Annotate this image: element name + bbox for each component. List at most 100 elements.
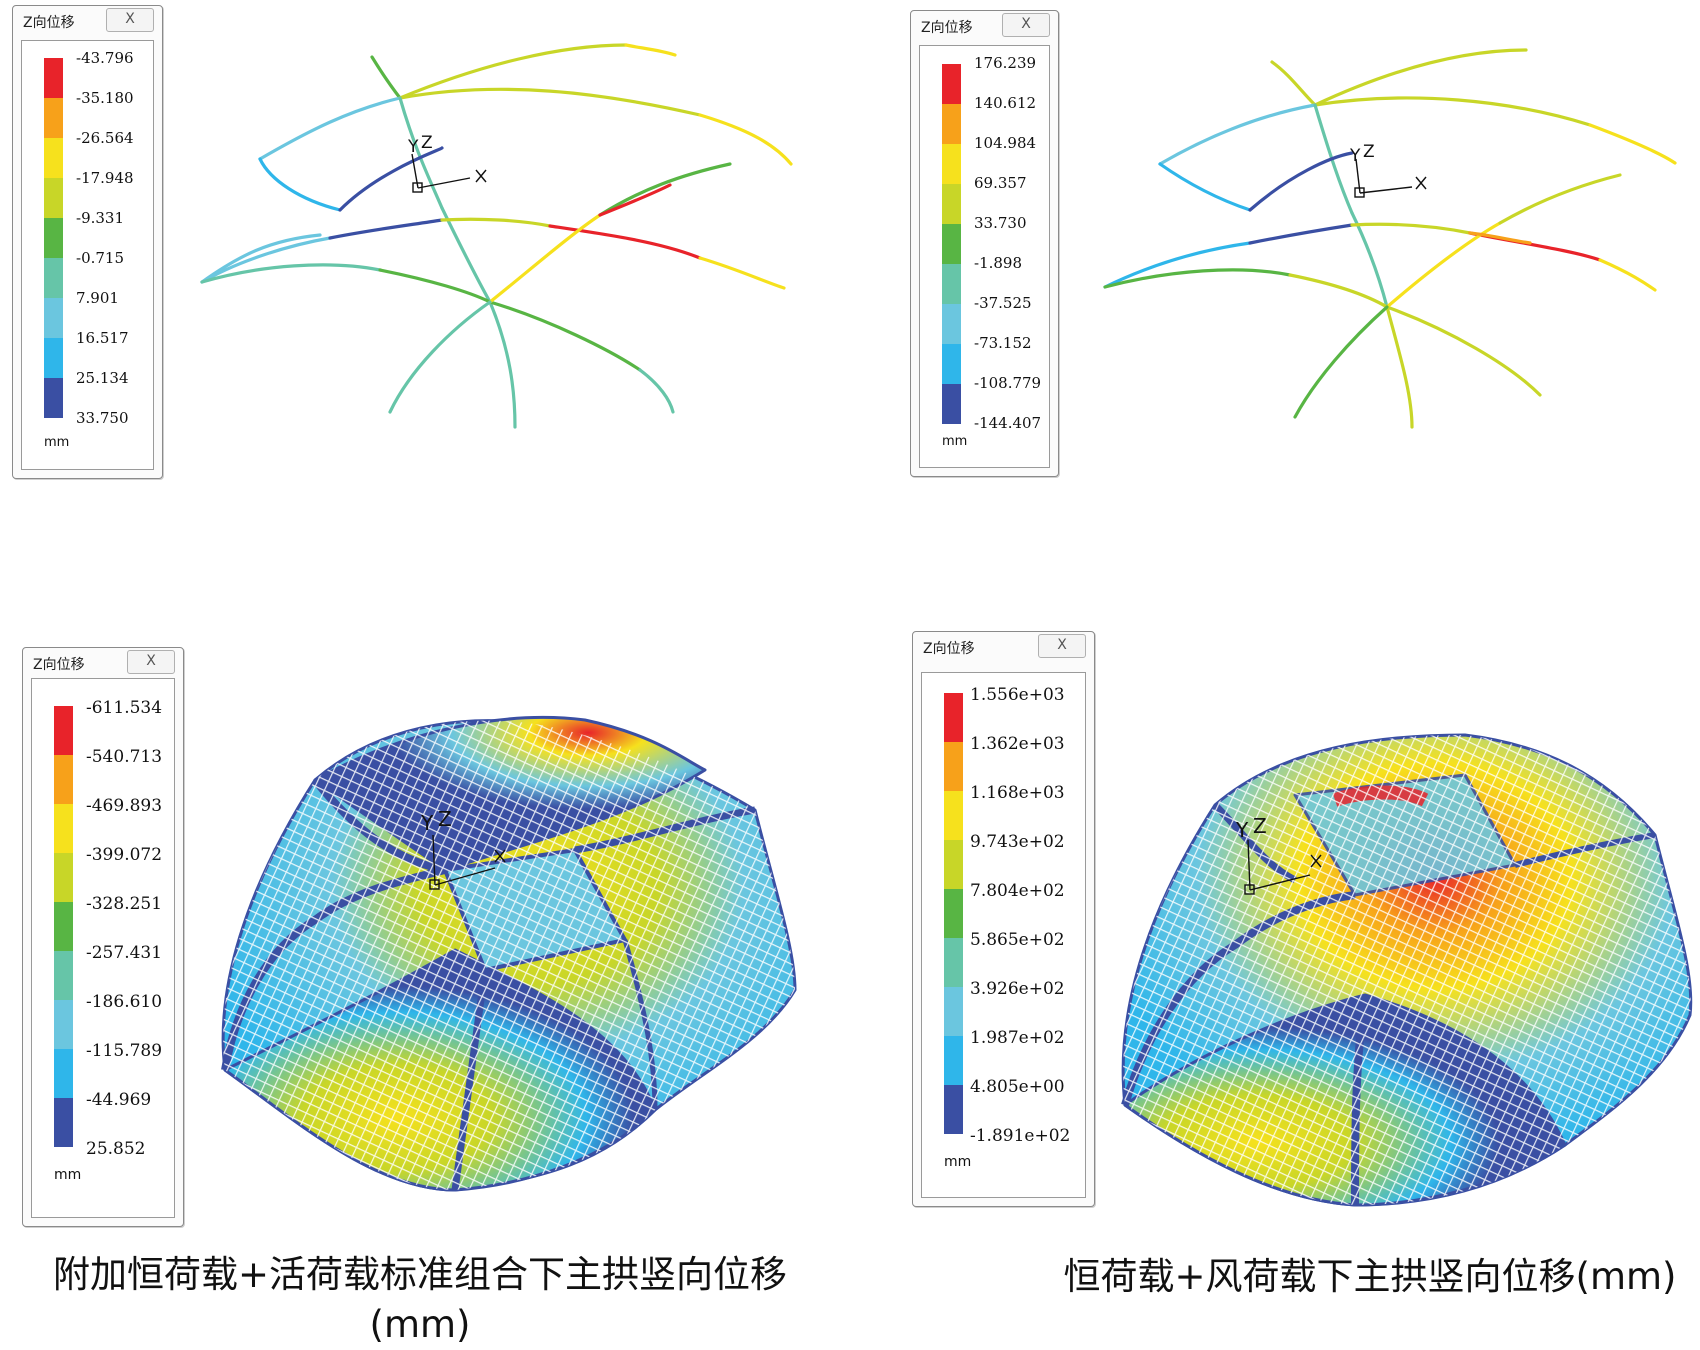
legend-value: -44.969 [86, 1090, 152, 1110]
legend-panel-3: Z向位移 X -611.534 -540.713 -469.893 -399.0… [22, 647, 184, 1227]
legend-value: 3.926e+02 [970, 979, 1065, 999]
axis-label-y: Y [420, 811, 434, 835]
legend-value: -328.251 [86, 894, 163, 914]
legend-body: 1.556e+03 1.362e+03 1.168e+03 9.743e+02 … [921, 672, 1086, 1198]
arch-line [598, 162, 732, 217]
caption-left: 附加恒荷载+活荷载标准组合下主拱竖向位移(mm) [52, 1253, 787, 1346]
axis-label-z: Z [1363, 142, 1375, 162]
close-icon[interactable]: X [1002, 13, 1050, 37]
arch-line [1103, 268, 1292, 289]
legend-value: 7.901 [76, 289, 119, 307]
arch-line [370, 55, 402, 100]
legend-title: Z向位移 [923, 641, 975, 657]
legend-value: 25.852 [86, 1139, 146, 1159]
legend-panel-2: Z向位移 X 176.239 140.612 104.984 69.357 33… [910, 10, 1059, 477]
legend-unit: mm [54, 1167, 82, 1183]
legend-value: 9.743e+02 [970, 832, 1065, 852]
legend-value: -144.407 [974, 414, 1042, 432]
arch-line [388, 300, 492, 414]
legend-header: Z向位移 X [23, 648, 183, 674]
legend-value: -611.534 [86, 698, 163, 718]
close-icon[interactable]: X [106, 8, 154, 32]
color-scale-bar [944, 693, 963, 1134]
arch-line [1313, 48, 1528, 107]
close-icon[interactable]: X [1038, 634, 1086, 658]
legend-value: -37.525 [974, 294, 1032, 312]
legend-value: -399.072 [86, 845, 163, 865]
legend-body: -611.534 -540.713 -469.893 -399.072 -328… [31, 678, 175, 1218]
close-icon[interactable]: X [127, 650, 175, 674]
legend-value: 1.987e+02 [970, 1028, 1065, 1048]
arch-displacement-view-1: Y Z [200, 43, 793, 429]
legend-value: -9.331 [76, 209, 125, 227]
legend-value: 33.730 [974, 214, 1027, 232]
axis-triad [1354, 158, 1427, 198]
arch-line [258, 96, 402, 161]
arch-line [1103, 241, 1252, 289]
legend-title: Z向位移 [921, 20, 973, 36]
legend-value: 7.804e+02 [970, 881, 1065, 901]
legend-value: -0.715 [76, 249, 125, 267]
arch-line [488, 213, 602, 304]
legend-value: 25.134 [76, 369, 129, 387]
axis-label-y: Y [407, 137, 419, 157]
shell-surface [1121, 733, 1693, 1207]
axis-label-z: Z [1253, 814, 1267, 838]
arch-line [1588, 123, 1677, 165]
axis-label-y: Y [1235, 818, 1249, 842]
arch-line [1385, 305, 1414, 429]
arch-line [398, 87, 702, 117]
legend-value: -186.610 [86, 992, 163, 1012]
color-scale-bar [54, 706, 73, 1147]
legend-unit: mm [944, 1154, 972, 1170]
legend-value: 140.612 [974, 94, 1037, 112]
caption-right: 恒荷载+风荷载下主拱竖向位移(mm) [1063, 1255, 1677, 1298]
arch-line [378, 268, 492, 304]
legend-unit: mm [44, 435, 70, 450]
arch-line [440, 217, 552, 228]
arch-line [1248, 151, 1354, 212]
arch-line [1293, 305, 1389, 419]
arch-line [1498, 173, 1622, 225]
legend-value: 1.168e+03 [970, 783, 1065, 803]
legend-value: -115.789 [86, 1041, 163, 1061]
arch-line [1313, 103, 1354, 215]
legend-value: -1.891e+02 [970, 1126, 1071, 1146]
legend-title: Z向位移 [23, 15, 75, 31]
legend-title: Z向位移 [33, 657, 85, 673]
arch-line [488, 300, 642, 372]
axis-triad [411, 153, 487, 193]
legend-value: 1.362e+03 [970, 734, 1065, 754]
legend-value: -43.796 [76, 49, 134, 67]
arch-line [1158, 103, 1317, 166]
legend-value: -35.180 [76, 89, 134, 107]
arch-line [200, 263, 382, 284]
color-scale-bar [44, 58, 63, 418]
arch-line [1385, 305, 1542, 397]
legend-header: Z向位移 X [911, 11, 1058, 37]
legend-value: 4.805e+00 [970, 1077, 1065, 1097]
legend-value: 104.984 [974, 134, 1037, 152]
axis-label-y: Y [1349, 146, 1361, 166]
axis-label-z: Z [438, 807, 452, 831]
legend-body: 176.239 140.612 104.984 69.357 33.730 -1… [919, 45, 1050, 468]
legend-value: -17.948 [76, 169, 134, 187]
arch-line [1248, 223, 1354, 245]
legend-value: 16.517 [76, 329, 129, 347]
legend-value: 33.750 [76, 409, 129, 427]
legend-panel-4: Z向位移 X 1.556e+03 1.362e+03 1.168e+03 9.7… [912, 631, 1095, 1207]
shell-mesh-view-1: Y Z [221, 716, 797, 1192]
arch-line [624, 43, 677, 57]
axis-triad [1244, 839, 1322, 895]
arch-displacement-view-2: Y Z [1103, 48, 1677, 429]
arch-line [488, 300, 517, 429]
arch-line [1598, 258, 1657, 292]
arch-line [398, 96, 444, 210]
legend-body: -43.796 -35.180 -26.564 -17.948 -9.331 -… [21, 40, 154, 470]
arch-line [638, 368, 675, 414]
shell-surface [221, 716, 797, 1192]
legend-value: 69.357 [974, 174, 1027, 192]
arch-line [328, 218, 444, 240]
axis-label-z: Z [421, 133, 433, 153]
arch-line [1385, 221, 1502, 309]
